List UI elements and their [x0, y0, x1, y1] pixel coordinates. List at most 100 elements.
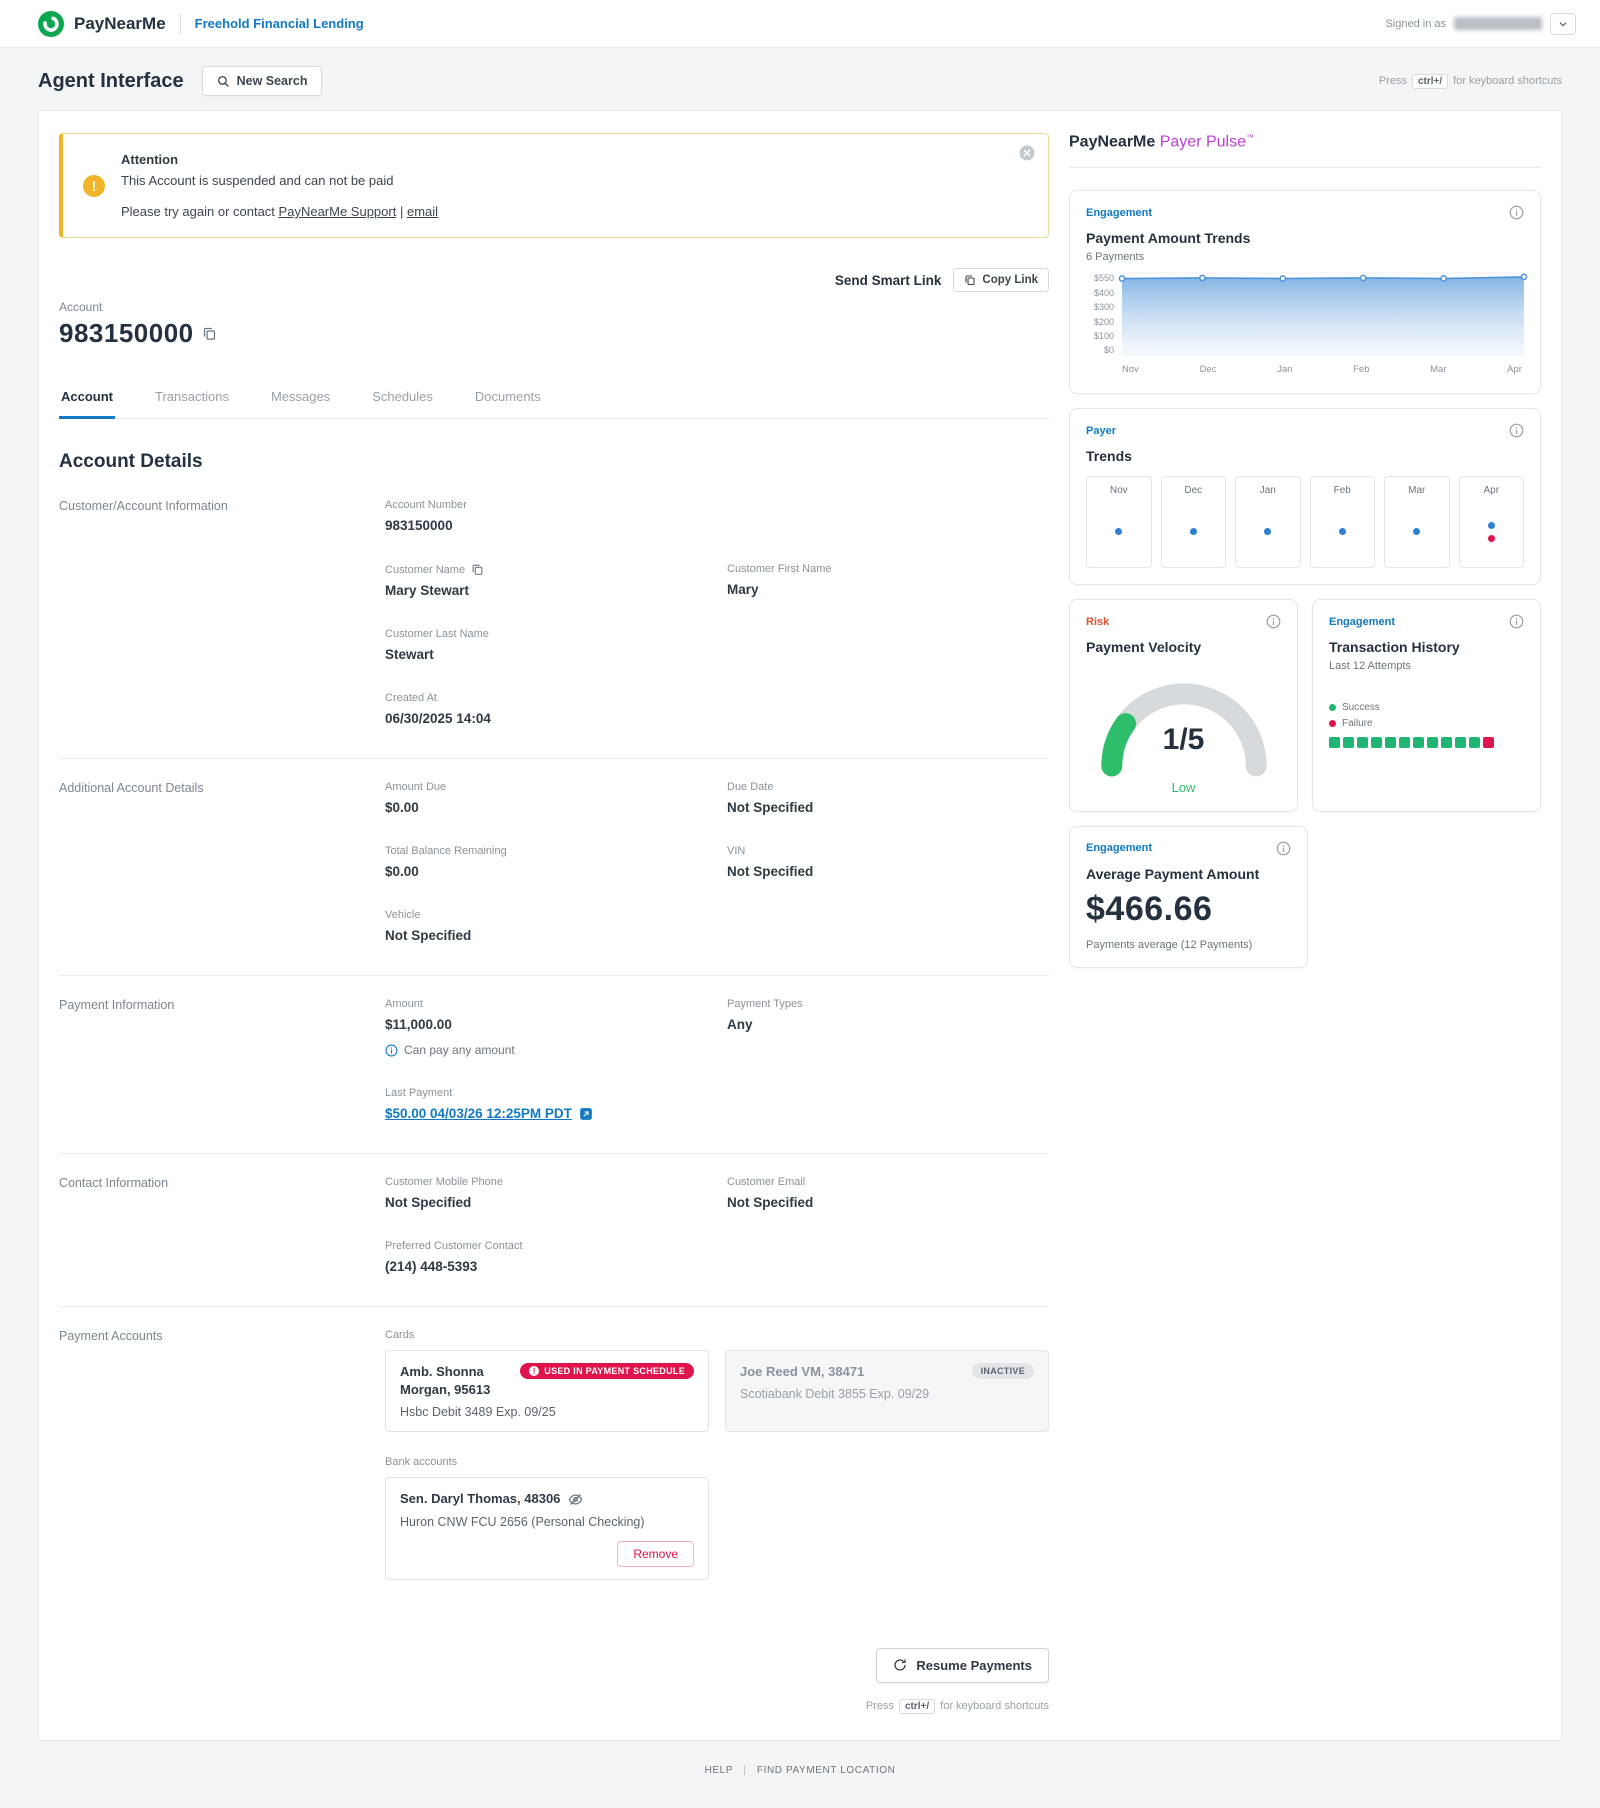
- attempt-squares: [1329, 737, 1524, 749]
- card-subtitle: Last 12 Attempts: [1329, 660, 1411, 673]
- pulse-brand: PayNearMe: [1069, 133, 1156, 151]
- find-payment-location-link[interactable]: FIND PAYMENT LOCATION: [756, 1764, 896, 1776]
- user-menu-button[interactable]: [1550, 12, 1576, 35]
- chart-y-axis: $550 $400 $300 $200 $100 $0: [1093, 273, 1114, 356]
- payer-trends-months: Nov Dec Jan Feb Mar Apr: [1086, 476, 1524, 569]
- bank-account-card[interactable]: Sen. Daryl Thomas, 48306 Huron CNW FCU 2…: [385, 1477, 709, 1580]
- attempt-success: [1413, 737, 1424, 749]
- card-payment-method[interactable]: Amb. Shonna Morgan, 95613 ! USED IN PAYM…: [385, 1350, 709, 1433]
- email-link[interactable]: email: [406, 204, 439, 219]
- payer-trends-card: Payer Trends Nov Dec Jan Feb Mar Apr: [1069, 408, 1541, 586]
- send-smart-link-label: Send Smart Link: [834, 272, 942, 288]
- pulse-product-name: Payer Pulse: [1159, 133, 1246, 151]
- chart-plot-area: [1118, 272, 1528, 356]
- empty-cell: [1336, 826, 1541, 982]
- close-icon[interactable]: [1018, 144, 1036, 162]
- tab-account[interactable]: Account: [59, 379, 115, 419]
- footer-divider: |: [743, 1764, 747, 1776]
- customer-name-label: Customer Name: [385, 563, 466, 576]
- payment-types-field: Payment Types Any: [727, 998, 803, 1032]
- info-icon[interactable]: [1509, 205, 1524, 220]
- refresh-icon: [893, 1658, 907, 1672]
- card-category: Payer: [1086, 424, 1116, 437]
- payer-pulse-sidebar: PayNearMe Payer Pulse™ Engagement Paymen…: [1069, 133, 1541, 1714]
- additional-account-details-section: Additional Account Details Amount Due $0…: [59, 758, 1049, 975]
- shortcut-key-chip: ctrl+/: [1411, 73, 1449, 89]
- info-icon[interactable]: [1276, 841, 1291, 856]
- amount-note: Can pay any amount: [404, 1043, 515, 1057]
- blue-trend-dot: [1189, 528, 1197, 536]
- card-category: Engagement: [1086, 842, 1153, 855]
- signed-in-user-redacted: [1454, 17, 1542, 30]
- search-icon: [217, 75, 230, 88]
- support-link[interactable]: PayNearMe Support: [278, 204, 397, 219]
- average-payment-amount: $466.66: [1086, 889, 1213, 928]
- info-icon[interactable]: [1509, 614, 1524, 629]
- customer-mobile-field: Customer Mobile Phone Not Specified: [385, 1176, 504, 1210]
- paynearme-logo-icon: [38, 10, 64, 37]
- info-icon[interactable]: [1509, 423, 1524, 438]
- customer-first-name-field: Customer First Name Mary: [727, 563, 832, 597]
- attempt-success: [1399, 737, 1410, 749]
- copy-icon: [964, 274, 976, 286]
- help-link[interactable]: HELP: [704, 1764, 733, 1776]
- tab-messages[interactable]: Messages: [269, 379, 332, 419]
- transaction-history-card: Engagement Transaction History Last 12 A…: [1312, 599, 1541, 812]
- eye-off-icon[interactable]: [568, 1492, 583, 1507]
- blue-trend-dot: [1264, 528, 1272, 536]
- attempt-success: [1329, 737, 1340, 749]
- resume-payments-button[interactable]: Resume Payments: [876, 1647, 1049, 1683]
- resume-payments-label: Resume Payments: [916, 1657, 1032, 1673]
- attention-banner: ! Attention This Account is suspended an…: [59, 133, 1049, 238]
- section-label: Payment Information: [59, 998, 175, 1012]
- velocity-score: 1/5: [1162, 723, 1205, 757]
- account-block: Account 983150000: [59, 300, 1049, 349]
- keyboard-shortcut-hint: Press ctrl+/ for keyboard shortcuts: [1378, 73, 1562, 89]
- card-title: Trends: [1086, 448, 1132, 465]
- copy-link-button[interactable]: Copy Link: [953, 268, 1049, 292]
- account-number-field: Account Number 983150000: [385, 499, 467, 533]
- card-subtitle: 6 Payments: [1086, 251, 1145, 264]
- payer-pulse-header: PayNearMe Payer Pulse™: [1069, 133, 1541, 169]
- due-date-field: Due Date Not Specified: [727, 781, 814, 815]
- badge-alert-icon: !: [529, 1366, 540, 1376]
- shortcut-key-chip: ctrl+/: [898, 1698, 936, 1714]
- org-name-link[interactable]: Freehold Financial Lending: [194, 16, 364, 31]
- keyboard-shortcut-hint-bottom: Press ctrl+/ for keyboard shortcuts: [865, 1698, 1049, 1714]
- inactive-badge: INACTIVE: [971, 1363, 1034, 1379]
- copy-account-number-icon[interactable]: [202, 326, 217, 341]
- press-label: Press: [1378, 75, 1407, 87]
- failure-legend-dot: [1329, 720, 1336, 728]
- payment-accounts-section: Payment Accounts Cards Amb. Shonna Morga…: [59, 1306, 1049, 1606]
- average-payment-subtitle: Payments average (12 Payments): [1086, 938, 1253, 951]
- attempt-success: [1357, 737, 1368, 749]
- blue-trend-dot: [1413, 528, 1421, 536]
- last-payment-field: Last Payment $50.00 04/03/26 12:25PM PDT: [385, 1087, 707, 1121]
- section-label: Customer/Account Information: [59, 499, 228, 513]
- tab-documents[interactable]: Documents: [473, 379, 543, 419]
- copy-customer-name-icon[interactable]: [471, 563, 484, 576]
- card-detail: Scotiabank Debit 3855 Exp. 09/29: [740, 1387, 930, 1402]
- card-name: Joe Reed VM, 38471: [740, 1364, 865, 1379]
- card-title: Payment Amount Trends: [1086, 230, 1251, 247]
- account-details-heading: Account Details: [59, 451, 203, 472]
- bank-account-name: Sen. Daryl Thomas, 48306: [400, 1491, 561, 1507]
- trademark: ™: [1246, 133, 1254, 142]
- card-title: Transaction History: [1329, 639, 1460, 656]
- brand-divider: [179, 12, 181, 35]
- tab-bar: Account Transactions Messages Schedules …: [59, 379, 1049, 419]
- tab-schedules[interactable]: Schedules: [370, 379, 435, 419]
- attempt-failure: [1483, 737, 1494, 749]
- payer-trend-month-box: Dec: [1160, 476, 1226, 569]
- history-legend: Success Failure: [1329, 702, 1524, 729]
- card-payment-method-inactive[interactable]: Joe Reed VM, 38471 INACTIVE Scotiabank D…: [725, 1350, 1049, 1433]
- signed-in-label: Signed in as: [1385, 17, 1446, 30]
- attempt-success: [1455, 737, 1466, 749]
- tab-transactions[interactable]: Transactions: [153, 379, 231, 419]
- failure-legend-label: Failure: [1342, 718, 1373, 730]
- new-search-button[interactable]: New Search: [201, 66, 323, 96]
- payer-trend-month-box: Feb: [1309, 476, 1375, 569]
- info-icon[interactable]: [1266, 614, 1281, 629]
- last-payment-link[interactable]: $50.00 04/03/26 12:25PM PDT: [385, 1106, 593, 1121]
- remove-bank-account-button[interactable]: Remove: [617, 1540, 694, 1567]
